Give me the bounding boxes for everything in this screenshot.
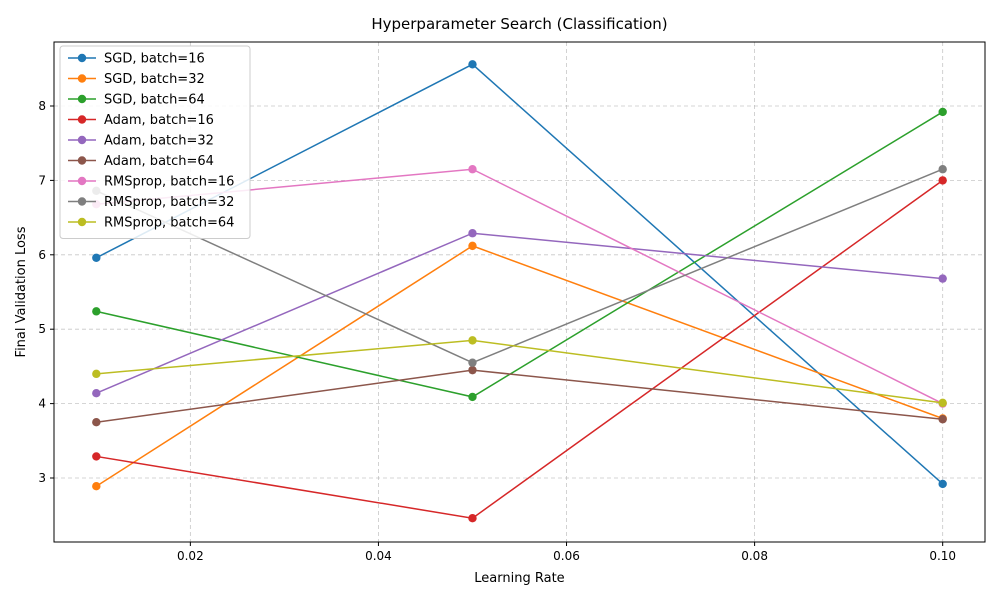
data-point xyxy=(92,418,101,427)
x-tick-label: 0.04 xyxy=(365,549,392,563)
y-tick-label: 5 xyxy=(38,322,46,336)
data-point xyxy=(938,165,947,174)
series xyxy=(92,229,947,398)
data-point xyxy=(468,60,477,69)
y-tick-label: 3 xyxy=(38,471,46,485)
legend-item: SGD, batch=16 xyxy=(68,52,205,67)
data-point xyxy=(92,369,101,379)
data-point xyxy=(468,513,477,523)
data-point xyxy=(468,229,477,238)
legend-box xyxy=(59,45,251,239)
y-tick-label: 6 xyxy=(38,248,46,262)
legend-marker xyxy=(77,74,87,83)
series xyxy=(92,176,947,523)
plot-frame xyxy=(53,41,986,543)
data-point xyxy=(468,336,477,345)
legend-marker xyxy=(77,156,87,165)
series xyxy=(92,365,947,427)
series xyxy=(92,336,947,408)
data-point xyxy=(92,388,101,398)
legend-label: Adam, batch=16 xyxy=(104,113,214,128)
data-point xyxy=(468,392,477,402)
x-tick-label: 0.02 xyxy=(177,549,204,563)
x-axis-label: Learning Rate xyxy=(474,571,564,586)
data-point xyxy=(938,176,947,185)
legend-item: Adam, batch=32 xyxy=(68,134,214,149)
data-point xyxy=(468,358,477,367)
legend-item: RMSprop, batch=32 xyxy=(68,195,234,210)
legend-label: Adam, batch=32 xyxy=(104,134,214,149)
legend-marker xyxy=(77,135,87,145)
legend-item: SGD, batch=32 xyxy=(68,72,205,87)
data-point xyxy=(468,241,477,251)
legend-marker xyxy=(77,115,87,124)
chart-title: Hyperparameter Search (Classification) xyxy=(371,15,667,33)
data-point xyxy=(938,479,947,489)
x-tick-label: 0.08 xyxy=(741,549,768,563)
legend-item: Adam, batch=64 xyxy=(68,154,214,169)
legend-label: RMSprop, batch=32 xyxy=(104,195,234,210)
legend-label: SGD, batch=16 xyxy=(104,52,205,67)
ticks: 0.02 0.04 0.06 0.08 0.10 3 4 5 6 7 8 xyxy=(38,99,956,563)
legend-label: SGD, batch=64 xyxy=(104,93,205,108)
y-tick-label: 8 xyxy=(38,99,46,113)
data-point xyxy=(92,481,101,491)
data-point xyxy=(468,165,477,174)
legend-marker xyxy=(77,53,87,63)
data-point xyxy=(938,107,947,117)
legend: SGD, batch=16 SGD, batch=32 SGD, batch=64 A… xyxy=(59,45,251,239)
legend-item: SGD, batch=64 xyxy=(68,93,205,108)
data-point xyxy=(938,274,947,283)
data-point xyxy=(938,398,947,408)
x-tick-label: 0.10 xyxy=(929,549,956,563)
legend-label: Adam, batch=64 xyxy=(104,154,214,169)
legend-item: Adam, batch=16 xyxy=(68,113,214,128)
legend-label: SGD, batch=32 xyxy=(104,72,205,87)
legend-label: RMSprop, batch=64 xyxy=(104,216,234,231)
data-point xyxy=(938,415,947,424)
legend-item: RMSprop, batch=16 xyxy=(68,175,234,190)
data-point xyxy=(92,253,101,262)
y-tick-label: 4 xyxy=(38,397,46,411)
legend-marker xyxy=(77,94,87,104)
y-tick-label: 7 xyxy=(38,173,46,187)
x-tick-label: 0.06 xyxy=(553,549,580,563)
legend-marker xyxy=(77,176,87,186)
legend-marker xyxy=(77,197,87,206)
data-point xyxy=(92,307,101,316)
legend-item: RMSprop, batch=64 xyxy=(68,216,234,231)
data-point xyxy=(92,452,101,461)
data-point xyxy=(468,365,477,375)
legend-marker xyxy=(77,217,87,227)
y-axis-label: Final Validation Loss xyxy=(14,226,29,357)
legend-label: RMSprop, batch=16 xyxy=(104,175,234,190)
